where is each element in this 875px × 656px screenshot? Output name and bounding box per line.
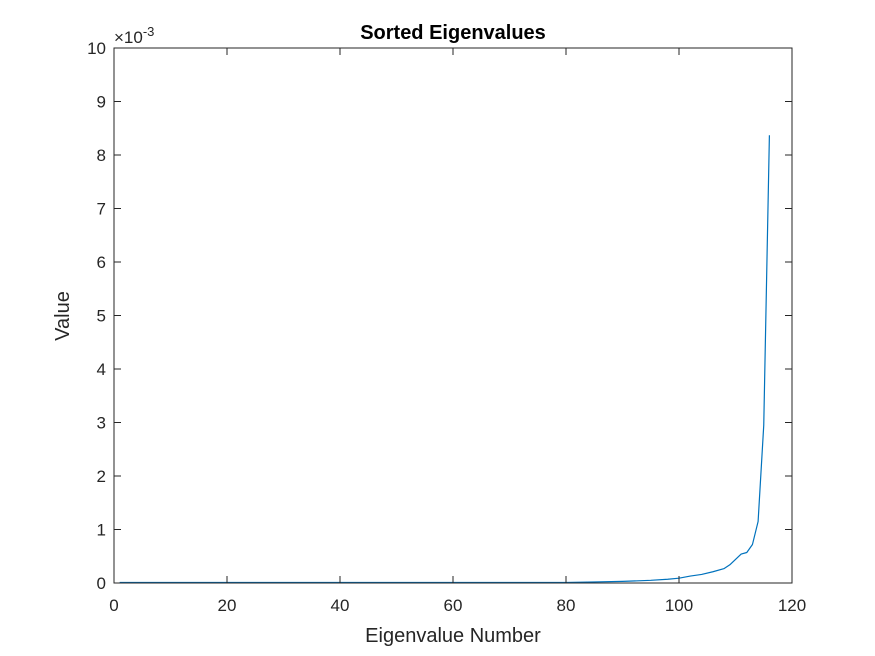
y-tick-label: 3 — [97, 414, 106, 433]
series-line — [119, 135, 770, 584]
series-layer — [119, 135, 770, 584]
y-multiplier: ×10 — [114, 28, 143, 47]
y-tick-label: 1 — [97, 521, 106, 540]
y-tick-label: 6 — [97, 253, 106, 272]
x-axis-label: Eigenvalue Number — [365, 625, 541, 647]
plot-area — [114, 48, 792, 583]
x-tick-label: 40 — [331, 596, 350, 615]
y-tick-label: 4 — [97, 360, 106, 379]
x-tick-label: 20 — [218, 596, 237, 615]
x-tick-label: 0 — [109, 596, 118, 615]
y-tick-label: 8 — [97, 146, 106, 165]
x-tick-label: 100 — [665, 596, 693, 615]
y-tick-label: 10 — [87, 39, 106, 58]
y-tick-label: 9 — [97, 93, 106, 112]
x-tick-label: 80 — [557, 596, 576, 615]
y-axis-label: Value — [52, 291, 74, 341]
y-tick-label: 2 — [97, 467, 106, 486]
y-tick-label: 7 — [97, 200, 106, 219]
ticks-layer: 0 20 40 60 80 100 120 0 1 2 3 4 5 6 7 8 9 10 — [87, 39, 806, 615]
y-exponent: -3 — [143, 24, 155, 39]
x-tick-label: 60 — [444, 596, 463, 615]
x-tick-label: 120 — [778, 596, 806, 615]
chart-title: Sorted Eigenvalues — [360, 22, 546, 44]
y-tick-label: 0 — [97, 574, 106, 593]
y-exponent-label: ×10-3 — [114, 24, 154, 47]
y-tick-label: 5 — [97, 307, 106, 326]
